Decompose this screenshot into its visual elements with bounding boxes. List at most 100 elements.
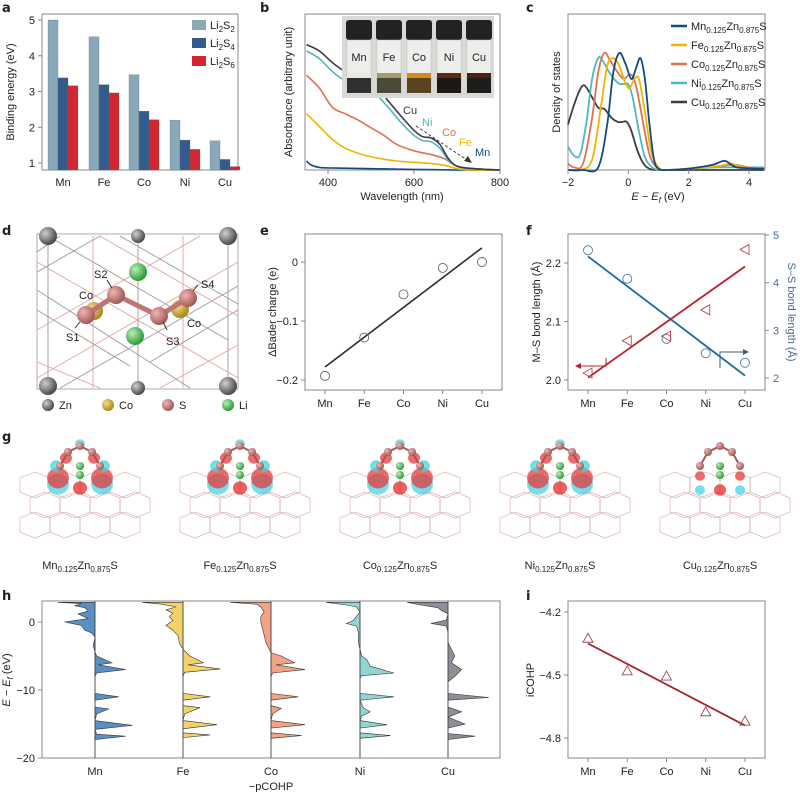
panel-c-dos-chart: −2 0 2 4 E − Ef (eV) Density of states Mn0.… — [551, 13, 767, 205]
panel-g-charge-density: Mn0.125Zn0.875S Fe0.125Zn0.875S Co0.125Zn0… — [19, 439, 791, 574]
label-text: Zn — [397, 560, 410, 572]
panel-h-pcohp-chart: 0 −10 −20 Mn Fe Co Ni Cu −pCOHP E − Ef (eV) — [1, 600, 501, 792]
legend-text: Co — [691, 59, 705, 71]
m-s-point-Ni — [699, 304, 711, 316]
lattice-cell — [569, 491, 601, 519]
vial-label-Ni: Ni — [444, 52, 454, 64]
panel-label-c: c — [526, 1, 534, 16]
isosurface-lobe — [91, 467, 113, 489]
x-tick-label: Co — [659, 398, 673, 410]
x-tick-label: Fe — [621, 398, 634, 410]
atom-label-co-left: Co — [79, 290, 93, 302]
lattice-bond — [119, 235, 239, 305]
isosurface-lobe — [367, 467, 389, 489]
isosurface-lobe — [695, 471, 705, 481]
legend-label-Ni: Ni0.125Zn0.875S — [691, 78, 762, 92]
annotation-Fe: Fe — [459, 137, 472, 149]
vial-liquid-Ni — [437, 78, 461, 93]
lattice-cell — [369, 511, 401, 539]
lattice-cell — [509, 491, 541, 519]
label-text: S — [110, 560, 117, 572]
label-subscript: 0.875 — [90, 565, 111, 574]
panel-b-absorbance-chart: Mn Fe Co Ni Cu 400 600 800 Wavelength (nm) Abs… — [283, 13, 509, 203]
lattice-cell — [719, 471, 751, 499]
y-tick-label: −20 — [16, 753, 35, 765]
legend-atom-co — [102, 399, 114, 411]
lattice-cell — [759, 491, 791, 519]
lattice-cell — [429, 511, 461, 539]
annotation-Ni: Ni — [422, 117, 432, 129]
x-tick-label: 800 — [491, 177, 509, 189]
leader-line — [192, 284, 199, 292]
structure-label-Mn: Mn0.125Zn0.875S — [42, 560, 118, 574]
s-s-point-Co — [661, 333, 672, 344]
li-atom — [716, 471, 724, 479]
label-subscript: 0.875 — [410, 565, 431, 574]
y-tick-label: −0.2 — [276, 375, 298, 387]
panel-d-structure: S1 S2 S3 S4 Co Co Zn Co S Li — [36, 227, 248, 412]
legend-text: Zn — [725, 59, 738, 71]
bar-Li2S6-Cu — [229, 166, 241, 171]
pcohp-area-Fe — [142, 602, 221, 758]
dos-line-Fe — [567, 57, 765, 172]
li-atom — [396, 471, 404, 479]
legend-subscript: 2 — [219, 61, 224, 70]
x-tick-label: Ni — [438, 398, 448, 410]
bar-Li2S2-Mn — [47, 19, 59, 171]
s-s-bonds — [83, 292, 191, 319]
lattice-cell — [49, 511, 81, 539]
zn-atom — [39, 377, 57, 395]
x-tick-label: 0 — [625, 177, 631, 189]
y-tick-label: −4.8 — [539, 733, 561, 745]
panel-label-h: h — [2, 589, 11, 604]
x-tick-label: Ni — [701, 766, 711, 778]
label-subscript: 0.125 — [216, 565, 237, 574]
plot-frame — [304, 233, 503, 391]
isosurface-lobe — [207, 467, 229, 489]
right-axis-indicator-arrow — [719, 351, 746, 368]
legend-text: Li — [210, 56, 219, 68]
y-tick-label: 2 — [29, 122, 35, 134]
s-atom — [376, 462, 384, 470]
dos-line-Mn — [567, 51, 765, 173]
li-atom — [556, 462, 564, 470]
vial-cap-Cu — [466, 20, 492, 40]
y-axis-label: Binding energy (eV) — [5, 43, 17, 140]
y-tick-label: 5 — [29, 15, 35, 27]
legend-subscript: 0.875 — [738, 102, 759, 111]
atom-label-s2: S2 — [94, 269, 107, 281]
legend-subscript: 0.875 — [739, 26, 760, 35]
y-tick-label-right: 3 — [773, 325, 779, 337]
x-tick-label: Co — [264, 766, 278, 778]
panel-label-d: d — [2, 224, 11, 239]
lattice-cell — [339, 511, 371, 539]
lattice-cell — [269, 511, 301, 539]
lattice-cell — [499, 471, 531, 499]
lattice-cell — [89, 491, 121, 519]
lattice-bond — [99, 235, 239, 317]
x-tick-label: Co — [659, 766, 673, 778]
data-point-Fe — [621, 664, 634, 676]
lattice-bond — [59, 285, 239, 389]
s-atom — [76, 442, 84, 450]
lattice-bond — [36, 235, 101, 273]
x-tick-label: Co — [137, 177, 151, 189]
vial-cap-Mn — [346, 20, 372, 40]
lattice-cell — [689, 471, 721, 499]
lattice-cell — [29, 491, 61, 519]
legend-text: S — [223, 56, 230, 68]
m-s-point-Mn — [582, 367, 593, 379]
data-point-Ni — [437, 262, 448, 273]
y-axis-label-right: S–S bond length (Å) — [785, 262, 798, 361]
vial-band-Cu — [467, 73, 491, 78]
legend-subscript: 0.125 — [704, 45, 725, 54]
li-atom — [236, 462, 244, 470]
data-point-Co — [398, 289, 409, 300]
legend-text: S — [223, 38, 230, 50]
bar-Li2S6-Ni — [189, 149, 201, 171]
x-tick-label: 4 — [746, 177, 752, 189]
vial-liquid-Fe — [377, 78, 401, 93]
x-tick-label: 600 — [405, 177, 423, 189]
bar-Li2S2-Cu — [209, 140, 221, 171]
